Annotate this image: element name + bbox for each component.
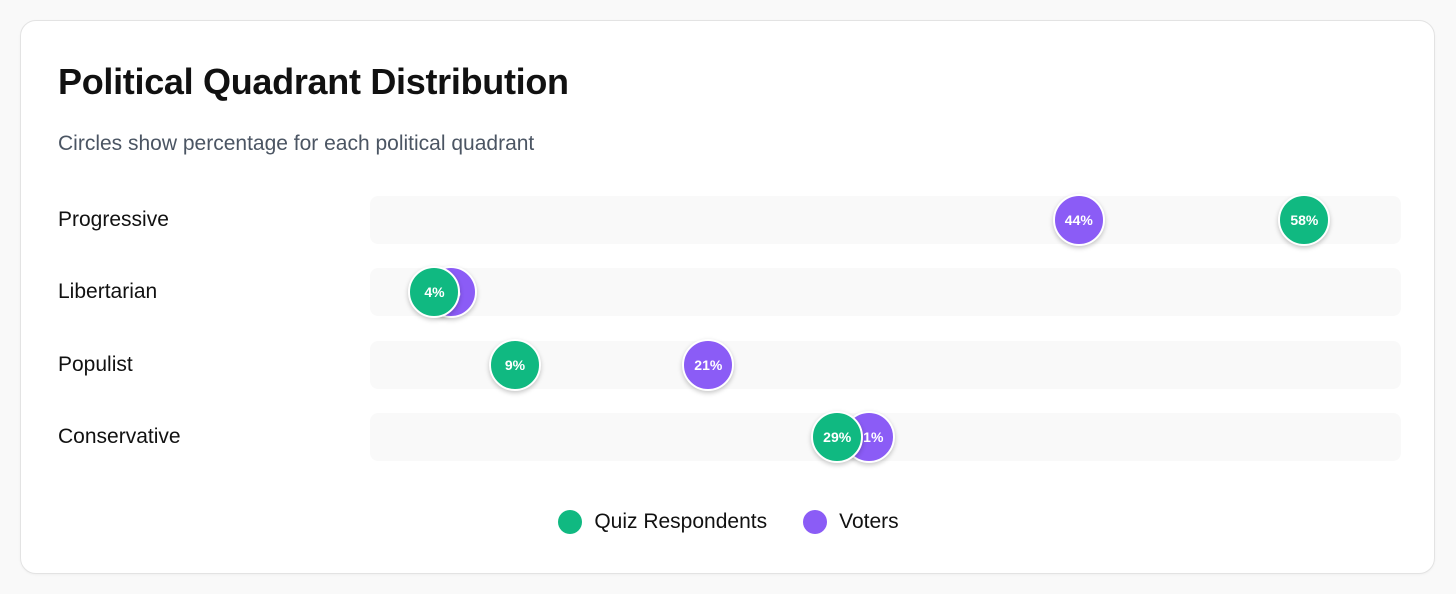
row-label-conservative: Conservative: [58, 425, 181, 448]
legend-label-voters: Voters: [839, 510, 899, 533]
dot-quiz-respondents-libertarian: 4%: [408, 266, 461, 318]
row-track-libertarian: 5%4%: [370, 266, 1401, 318]
row-track-populist: 21% 9%: [370, 339, 1401, 391]
dot-quiz-respondents-populist: 9%: [488, 339, 541, 391]
dot-voters-progressive: 44%: [1052, 194, 1105, 246]
legend: Quiz Respondents Voters: [21, 510, 1436, 534]
row-track-progressive: 44% 58%: [370, 194, 1401, 246]
row-label-libertarian: Libertarian: [58, 280, 158, 303]
chart-title: Political Quadrant Distribution: [58, 61, 569, 102]
legend-item-voters: Voters: [803, 510, 899, 534]
chart-card: Political Quadrant Distribution Circles …: [20, 20, 1435, 574]
legend-swatch-voters: [803, 510, 828, 534]
row-track-conservative: 31% 29%: [370, 411, 1401, 463]
dot-quiz-respondents-progressive: 58%: [1278, 194, 1331, 246]
row-label-progressive: Progressive: [58, 208, 169, 231]
dot-voters-populist: 21%: [682, 339, 735, 391]
legend-item-quiz-respondents: Quiz Respondents: [558, 510, 767, 534]
chart-subtitle: Circles show percentage for each politic…: [58, 132, 535, 155]
dot-quiz-respondents-conservative: 29%: [811, 411, 864, 463]
legend-label-quiz-respondents: Quiz Respondents: [594, 510, 768, 533]
legend-swatch-quiz-respondents: [558, 510, 583, 534]
row-label-populist: Populist: [58, 353, 133, 376]
